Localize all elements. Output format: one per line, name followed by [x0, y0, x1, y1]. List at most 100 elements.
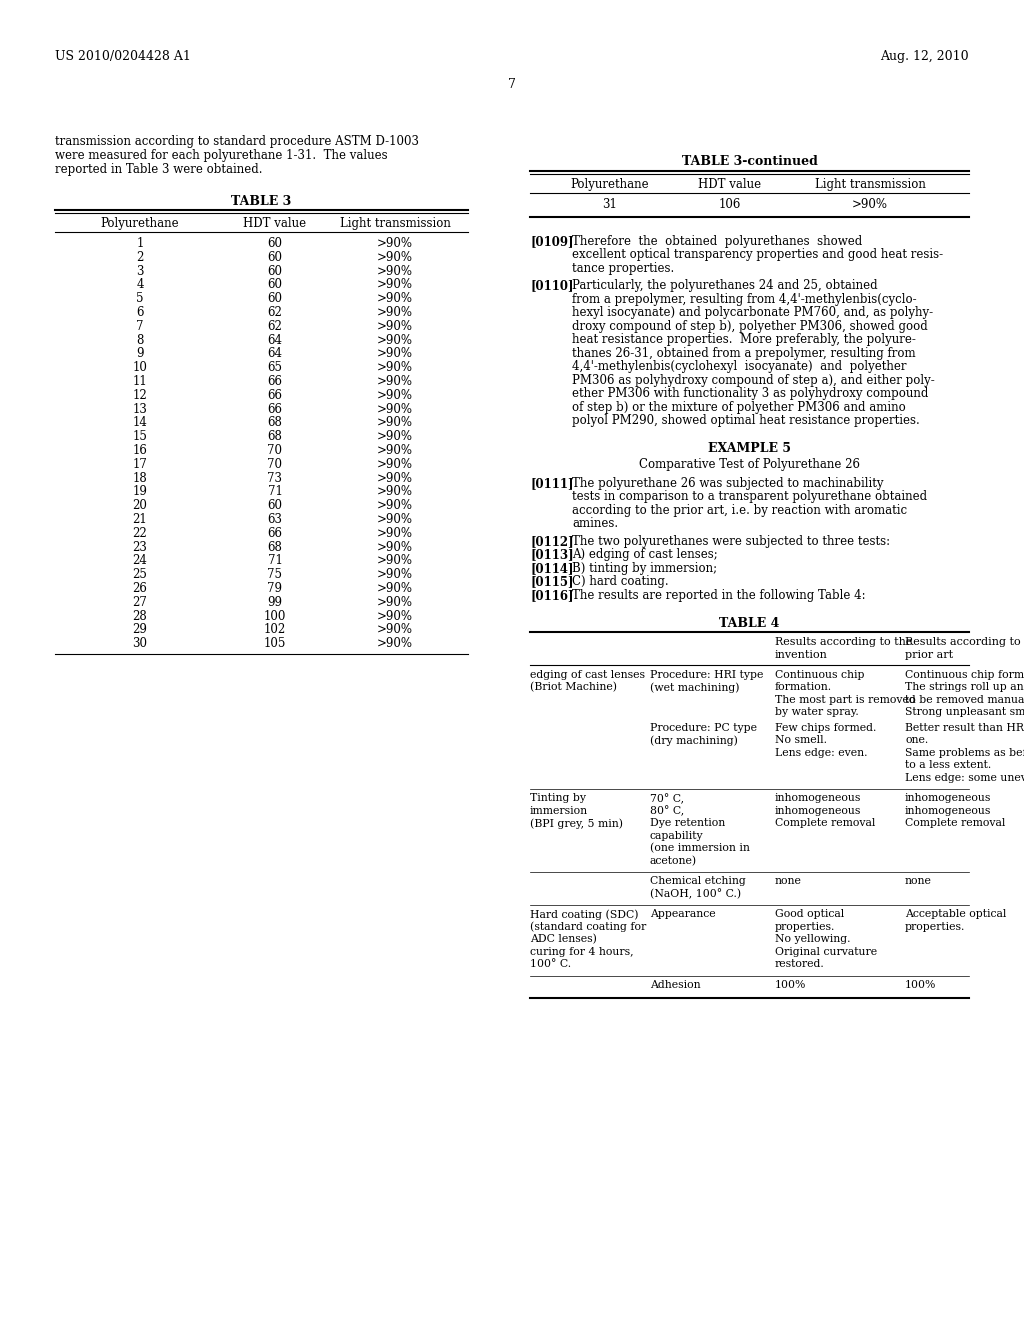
Text: >90%: >90%: [377, 623, 413, 636]
Text: B) tinting by immersion;: B) tinting by immersion;: [572, 562, 717, 574]
Text: >90%: >90%: [377, 362, 413, 374]
Text: HDT value: HDT value: [244, 216, 306, 230]
Text: (standard coating for: (standard coating for: [530, 921, 646, 932]
Text: 105: 105: [264, 638, 286, 651]
Text: >90%: >90%: [377, 416, 413, 429]
Text: (Briot Machine): (Briot Machine): [530, 682, 617, 693]
Text: inhomogeneous: inhomogeneous: [775, 805, 861, 816]
Text: Comparative Test of Polyurethane 26: Comparative Test of Polyurethane 26: [639, 458, 860, 471]
Text: (NaOH, 100° C.): (NaOH, 100° C.): [650, 888, 741, 899]
Text: 2: 2: [136, 251, 143, 264]
Text: 28: 28: [133, 610, 147, 623]
Text: 62: 62: [267, 319, 283, 333]
Text: Polyurethane: Polyurethane: [570, 178, 649, 191]
Text: >90%: >90%: [377, 292, 413, 305]
Text: 30: 30: [132, 638, 147, 651]
Text: No yellowing.: No yellowing.: [775, 935, 851, 944]
Text: Results according to the: Results according to the: [775, 636, 912, 647]
Text: formation.: formation.: [775, 682, 833, 692]
Text: The two polyurethanes were subjected to three tests:: The two polyurethanes were subjected to …: [572, 535, 890, 548]
Text: acetone): acetone): [650, 855, 697, 866]
Text: 75: 75: [267, 568, 283, 581]
Text: properties.: properties.: [775, 921, 836, 932]
Text: amines.: amines.: [572, 517, 618, 531]
Text: 63: 63: [267, 513, 283, 525]
Text: Appearance: Appearance: [650, 909, 716, 919]
Text: 102: 102: [264, 623, 286, 636]
Text: were measured for each polyurethane 1-31.  The values: were measured for each polyurethane 1-31…: [55, 149, 388, 162]
Text: HDT value: HDT value: [698, 178, 762, 191]
Text: immersion: immersion: [530, 805, 588, 816]
Text: [0109]: [0109]: [530, 235, 573, 248]
Text: 1: 1: [136, 238, 143, 249]
Text: 60: 60: [267, 251, 283, 264]
Text: 7: 7: [508, 78, 516, 91]
Text: 22: 22: [133, 527, 147, 540]
Text: Continuous chip formation.: Continuous chip formation.: [905, 669, 1024, 680]
Text: 26: 26: [132, 582, 147, 595]
Text: 27: 27: [132, 595, 147, 609]
Text: Therefore  the  obtained  polyurethanes  showed: Therefore the obtained polyurethanes sho…: [572, 235, 862, 248]
Text: excellent optical transparency properties and good heat resis-: excellent optical transparency propertie…: [572, 248, 943, 261]
Text: [0110]: [0110]: [530, 280, 573, 292]
Text: 100%: 100%: [905, 979, 936, 990]
Text: 10: 10: [132, 362, 147, 374]
Text: 29: 29: [132, 623, 147, 636]
Text: 4,4'-methylenbis(cyclohexyl  isocyanate)  and  polyether: 4,4'-methylenbis(cyclohexyl isocyanate) …: [572, 360, 906, 374]
Text: The most part is removed: The most part is removed: [775, 694, 915, 705]
Text: Procedure: HRI type: Procedure: HRI type: [650, 669, 763, 680]
Text: >90%: >90%: [377, 610, 413, 623]
Text: Light transmission: Light transmission: [340, 216, 451, 230]
Text: 68: 68: [267, 541, 283, 553]
Text: prior art: prior art: [905, 649, 953, 660]
Text: transmission according to standard procedure ASTM D-1003: transmission according to standard proce…: [55, 135, 419, 148]
Text: 79: 79: [267, 582, 283, 595]
Text: 106: 106: [719, 198, 741, 211]
Text: 70: 70: [267, 458, 283, 471]
Text: The strings roll up and need: The strings roll up and need: [905, 682, 1024, 692]
Text: 21: 21: [133, 513, 147, 525]
Text: droxy compound of step b), polyether PM306, showed good: droxy compound of step b), polyether PM3…: [572, 319, 928, 333]
Text: 7: 7: [136, 319, 143, 333]
Text: according to the prior art, i.e. by reaction with aromatic: according to the prior art, i.e. by reac…: [572, 504, 907, 517]
Text: 19: 19: [132, 486, 147, 499]
Text: Dye retention: Dye retention: [650, 818, 725, 829]
Text: of step b) or the mixture of polyether PM306 and amino: of step b) or the mixture of polyether P…: [572, 401, 906, 413]
Text: >90%: >90%: [377, 499, 413, 512]
Text: 100° C.: 100° C.: [530, 960, 571, 969]
Text: Strong unpleasant smell.: Strong unpleasant smell.: [905, 708, 1024, 717]
Text: 12: 12: [133, 389, 147, 401]
Text: >90%: >90%: [377, 306, 413, 319]
Text: 64: 64: [267, 334, 283, 347]
Text: Lens edge: some unevenness.: Lens edge: some unevenness.: [905, 772, 1024, 783]
Text: >90%: >90%: [377, 375, 413, 388]
Text: >90%: >90%: [377, 486, 413, 499]
Text: >90%: >90%: [377, 458, 413, 471]
Text: >90%: >90%: [377, 264, 413, 277]
Text: >90%: >90%: [377, 595, 413, 609]
Text: invention: invention: [775, 649, 827, 660]
Text: >90%: >90%: [377, 347, 413, 360]
Text: 70° C,: 70° C,: [650, 793, 684, 804]
Text: >90%: >90%: [377, 238, 413, 249]
Text: Polyurethane: Polyurethane: [100, 216, 179, 230]
Text: >90%: >90%: [377, 444, 413, 457]
Text: thanes 26-31, obtained from a prepolymer, resulting from: thanes 26-31, obtained from a prepolymer…: [572, 347, 915, 360]
Text: (wet machining): (wet machining): [650, 682, 739, 693]
Text: to a less extent.: to a less extent.: [905, 760, 991, 771]
Text: 99: 99: [267, 595, 283, 609]
Text: (one immersion in: (one immersion in: [650, 843, 750, 854]
Text: >90%: >90%: [377, 389, 413, 401]
Text: Same problems as before but: Same problems as before but: [905, 748, 1024, 758]
Text: 60: 60: [267, 279, 283, 292]
Text: >90%: >90%: [377, 638, 413, 651]
Text: Hard coating (SDC): Hard coating (SDC): [530, 909, 639, 920]
Text: >90%: >90%: [377, 279, 413, 292]
Text: inhomogeneous: inhomogeneous: [905, 805, 991, 816]
Text: 68: 68: [267, 430, 283, 444]
Text: to be removed manually.: to be removed manually.: [905, 694, 1024, 705]
Text: 73: 73: [267, 471, 283, 484]
Text: edging of cast lenses: edging of cast lenses: [530, 669, 645, 680]
Text: >90%: >90%: [377, 527, 413, 540]
Text: Lens edge: even.: Lens edge: even.: [775, 748, 867, 758]
